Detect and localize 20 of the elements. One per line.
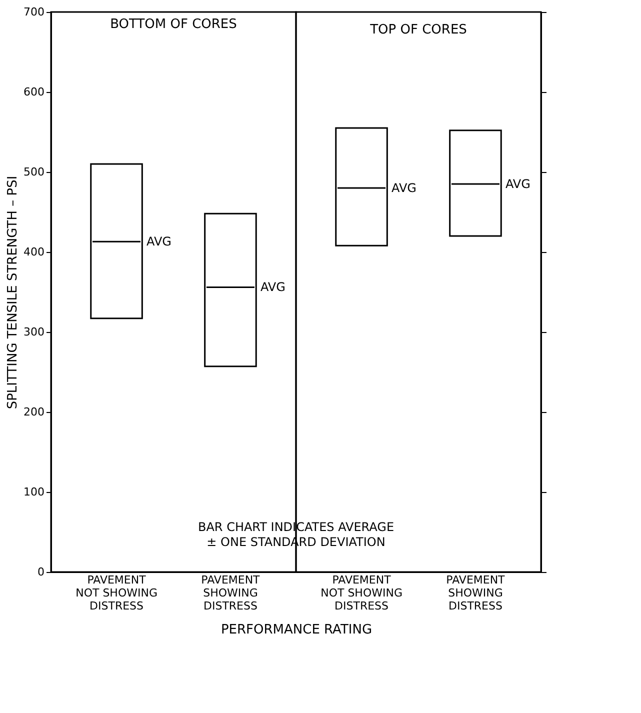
annotation: AVG — [260, 280, 286, 294]
y-tick-label: 700 — [24, 6, 44, 18]
y-tick-label: 200 — [24, 406, 44, 418]
y-tick-label: 400 — [24, 246, 44, 258]
y-tick-label: 100 — [24, 486, 44, 498]
y-axis-title: SPLITTING TENSILE STRENGTH – PSI — [6, 176, 21, 410]
annotation: AVG — [505, 177, 530, 191]
annotation: AVG — [146, 234, 172, 249]
y-tick-label: 500 — [24, 166, 44, 178]
y-tick-label: 600 — [24, 86, 44, 98]
y-tick-label: 0 — [38, 566, 44, 578]
annotation: AVG — [392, 181, 416, 195]
y-tick-label: 300 — [24, 326, 44, 338]
x-tick-label: PAVEMENT SHOWING DISTRESS — [201, 574, 260, 612]
chart-title: BOTTOM OF CORES — [110, 17, 237, 32]
text: TOP OF CORES — [369, 22, 467, 38]
x-axis-title: PERFORMANCE RATING — [220, 622, 372, 638]
x-tick-label: PAVEMENT NOT SHOWING DISTRESS — [76, 574, 158, 612]
x-tick-label: PAVEMENT NOT SHOWING DISTRESS — [320, 574, 402, 612]
x-tick-label: PAVEMENT SHOWING DISTRESS — [446, 574, 506, 612]
